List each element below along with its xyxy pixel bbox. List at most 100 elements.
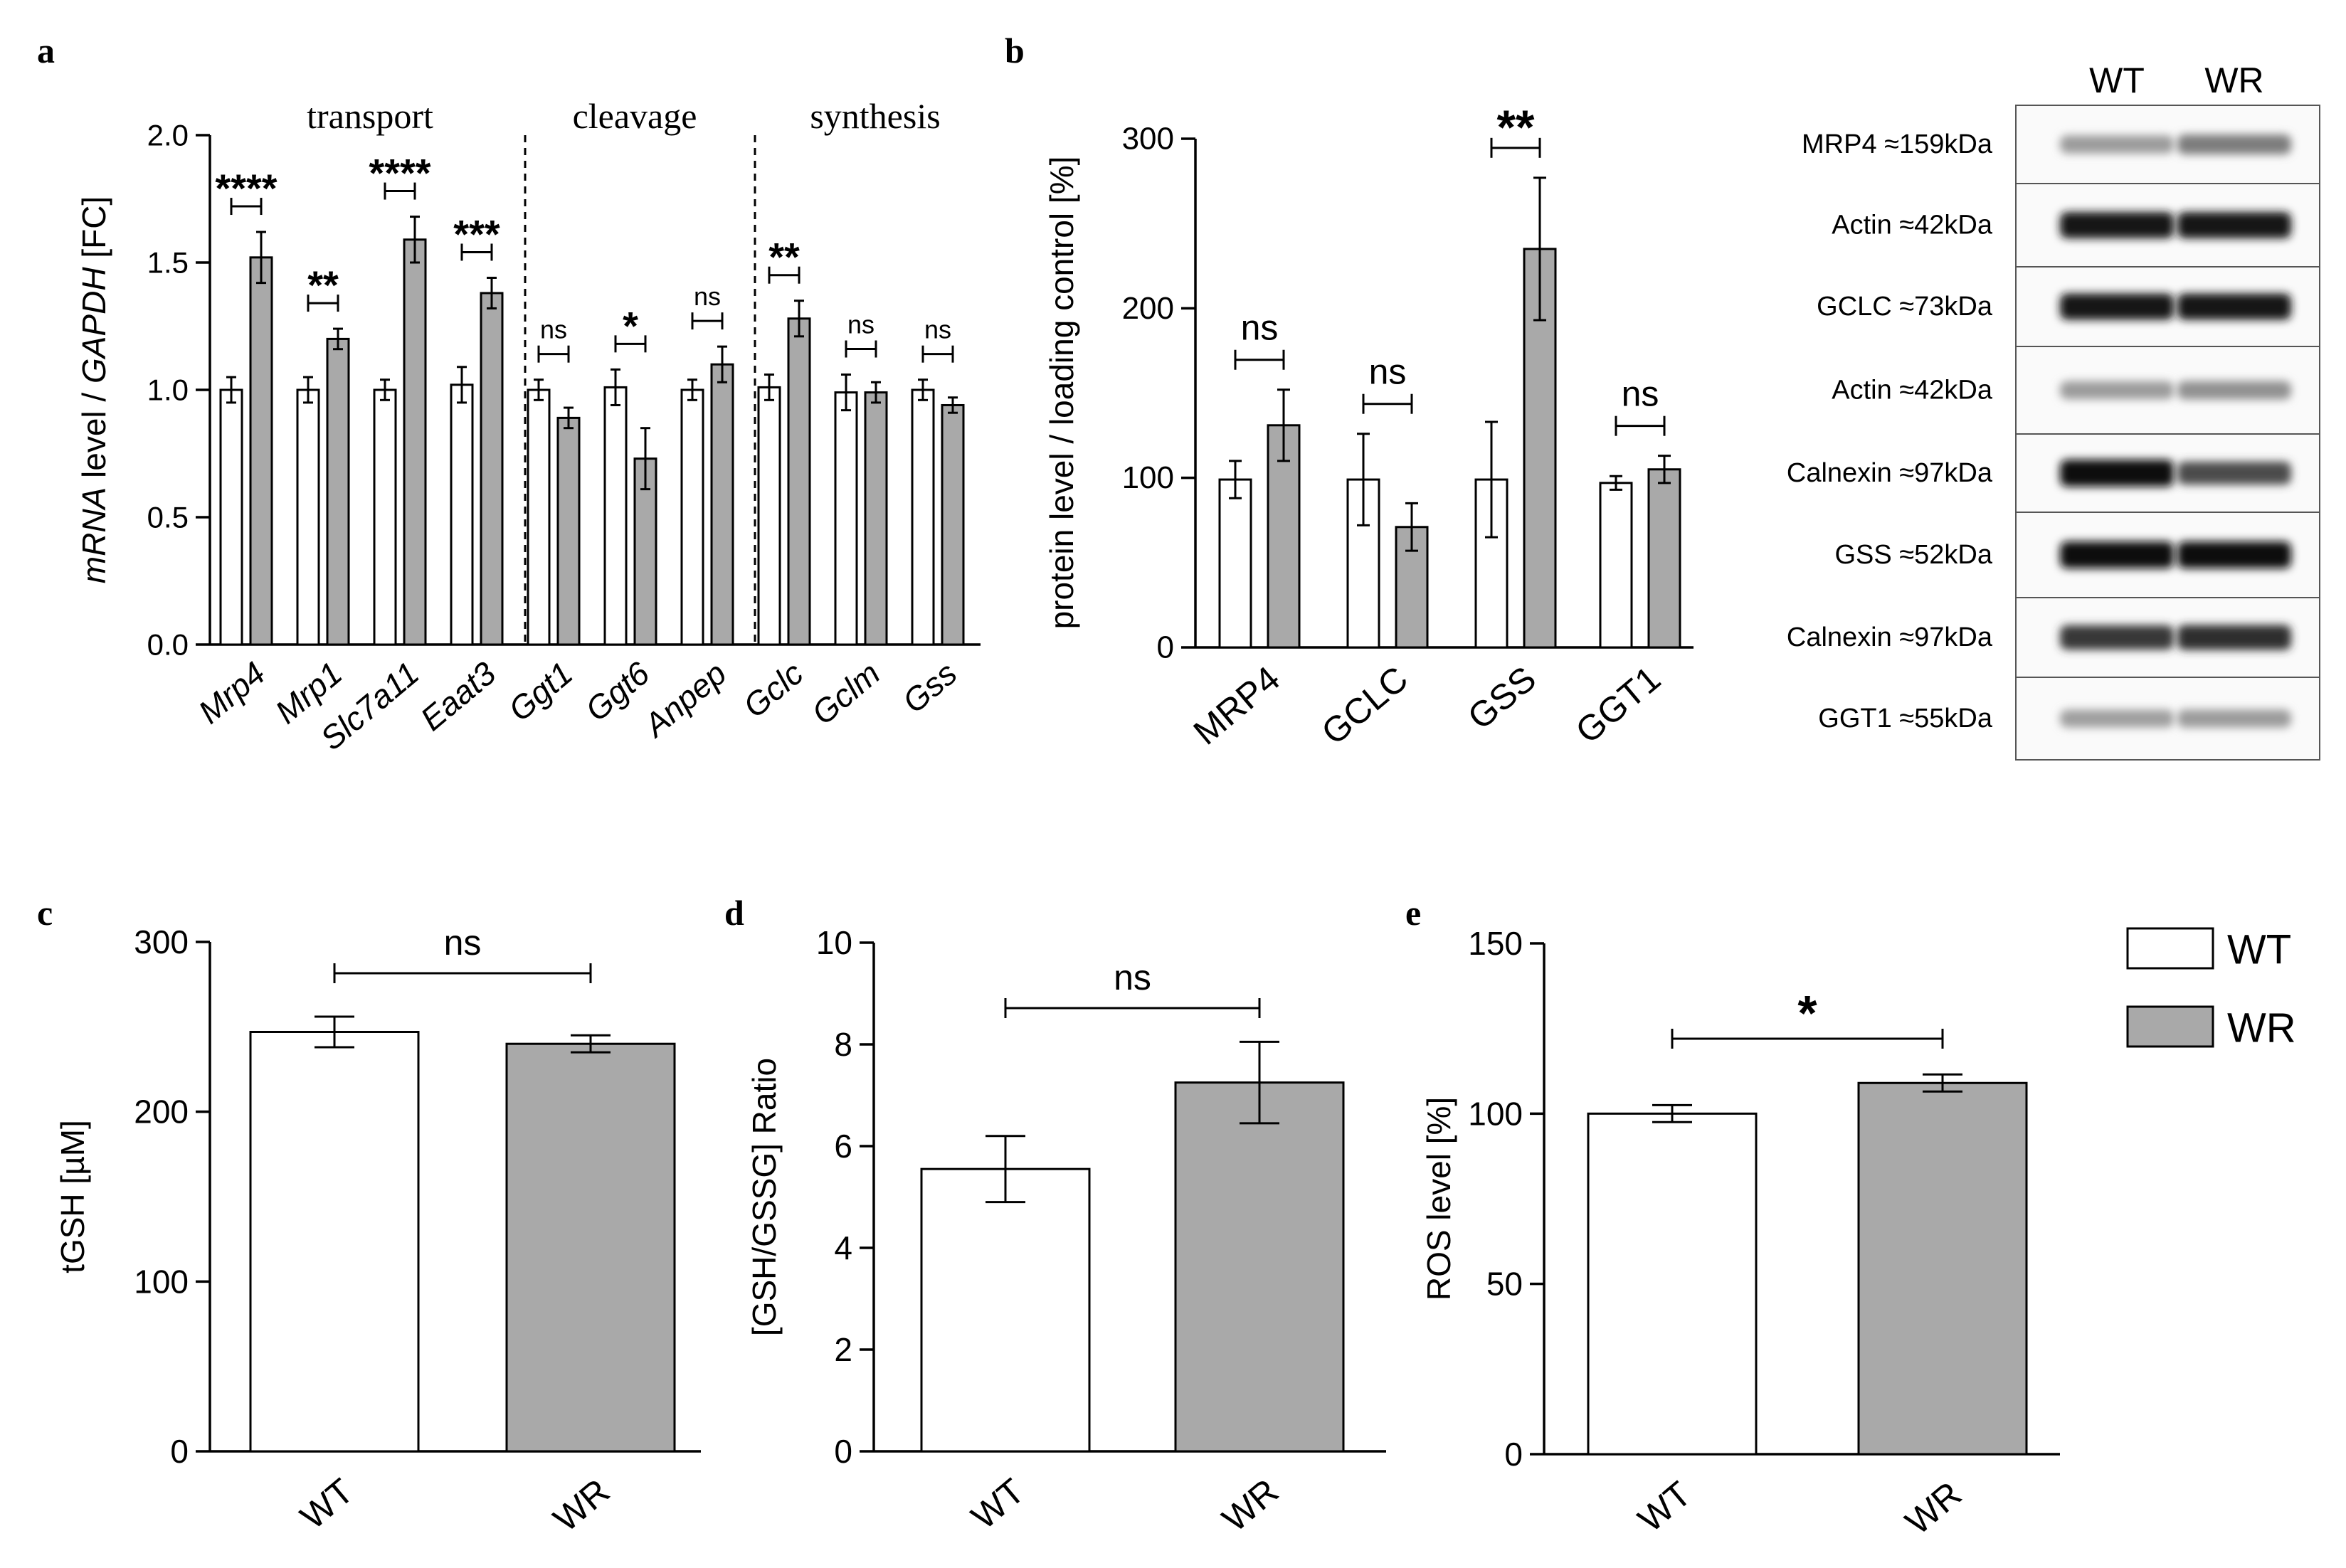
significance-label: ns	[1622, 374, 1659, 414]
panel-letter: c	[37, 893, 53, 933]
blot-row-label: GGT1 ≈55kDa	[1818, 704, 1993, 733]
bar-wt	[373, 388, 397, 646]
x-tick-label: WR	[546, 1471, 617, 1540]
bar-wr	[556, 416, 581, 646]
lane-label: WR	[2204, 60, 2263, 100]
significance-label: ns	[924, 315, 951, 344]
panel-a: a 0.0 0.5 1.0 1.5 2.0 mRNA level / GAPDH [FC] *…	[37, 31, 981, 757]
group-label: cleavage	[573, 96, 697, 136]
y-tick-label: 100	[1468, 1095, 1523, 1132]
y-axis-label: mRNA level / GAPDH [FC]	[75, 196, 112, 583]
significance-label: ***	[453, 211, 500, 256]
bar-wt	[527, 388, 551, 646]
legend-label: WT	[2227, 927, 2291, 973]
bar-wr	[787, 317, 811, 646]
x-tick-label: Ggt1	[502, 655, 580, 729]
bar-wt	[1599, 482, 1633, 649]
y-tick-label: 0.0	[147, 628, 189, 662]
bar-wr	[864, 391, 888, 646]
x-tick-label: Gclm	[805, 655, 887, 732]
x-tick-label: WT	[293, 1471, 361, 1537]
x-tick-label: Mrp4	[191, 655, 273, 731]
blot-band	[2177, 625, 2291, 650]
y-tick-label: 2	[834, 1331, 852, 1368]
x-tick-label: WR	[1898, 1474, 1969, 1542]
y-tick-label: 4	[834, 1229, 852, 1266]
blot-row-label: Calnexin ≈97kDa	[1787, 458, 1993, 488]
y-tick-label: 1.5	[147, 246, 189, 280]
blot-band	[2060, 381, 2174, 400]
significance-label: **	[307, 263, 339, 307]
bar-wt	[834, 391, 858, 646]
y-axis-label-part: GAPDH	[75, 267, 112, 383]
bar-wr	[480, 292, 504, 646]
y-tick-label: 100	[134, 1263, 189, 1300]
significance-label: ns	[694, 282, 721, 311]
x-tick-label: Anpep	[635, 655, 734, 745]
x-tick-label: WT	[1631, 1474, 1699, 1540]
y-tick-label: 0	[834, 1433, 852, 1470]
panel-letter: b	[1005, 31, 1025, 70]
panel-letter: d	[724, 893, 744, 933]
significance-label: **	[768, 235, 800, 280]
blot-band	[2177, 134, 2291, 155]
x-tick-label: WT	[964, 1471, 1032, 1537]
blot-band	[2060, 625, 2174, 650]
legend-label: WR	[2227, 1005, 2296, 1051]
blot-row-label: MRP4 ≈159kDa	[1802, 129, 1993, 159]
x-tick-label: MRP4	[1186, 659, 1287, 753]
western-blot: WT WR MRP4 ≈159kDa Actin ≈42kDa GCLC ≈73kDa A…	[1787, 60, 2320, 761]
x-tick-label: Gss	[895, 655, 963, 720]
legend-swatch	[2126, 1005, 2214, 1048]
blot-band	[2177, 461, 2291, 485]
y-tick-label: 2.0	[147, 119, 189, 152]
y-tick-label: 0	[1504, 1436, 1523, 1473]
x-tick-label: Eaat3	[413, 655, 503, 738]
legend-swatch	[2126, 927, 2214, 970]
bar-wt	[219, 388, 243, 646]
y-tick-label: 6	[834, 1128, 852, 1165]
bar-wr	[249, 256, 273, 646]
bar-wt	[1587, 1112, 1758, 1456]
bar-wr	[505, 1042, 676, 1453]
significance-label: ns	[444, 923, 482, 963]
y-tick-label: 8	[834, 1026, 852, 1063]
bar-wt	[757, 386, 781, 646]
x-tick-label: Gclc	[736, 655, 810, 725]
panel-e: e 0 50 100 150 ROS level [%] WT WR *	[1405, 893, 2060, 1542]
y-tick-label: 200	[134, 1093, 189, 1130]
blot-row-label: Actin ≈42kDa	[1832, 376, 1993, 406]
bar-wr	[1647, 468, 1681, 649]
significance-label: ns	[1241, 308, 1279, 348]
blot-band	[2177, 293, 2291, 320]
significance-label: *	[1797, 985, 1817, 1041]
significance-label: ns	[1369, 352, 1407, 392]
panel-b: b 0 100 200 300 protein level / loading contr…	[1005, 31, 1694, 753]
bar-wr	[1857, 1081, 2028, 1456]
bar-wr	[326, 337, 350, 646]
blot-band	[2177, 709, 2291, 728]
y-axis-label-part: [FC]	[75, 196, 112, 267]
y-tick-label: 1.0	[147, 374, 189, 407]
bar-wr	[1174, 1081, 1345, 1453]
bar-wt	[920, 1167, 1091, 1453]
blot-band	[2177, 381, 2291, 400]
bar-wt	[450, 383, 474, 646]
blot-band	[2060, 211, 2174, 239]
y-tick-label: 0.5	[147, 501, 189, 534]
panel-d: d 0 2 4 6 8 10 [GSH/GSSG] Ratio WT WR ns	[724, 893, 1386, 1540]
significance-label: ns	[540, 315, 567, 344]
significance-label: **	[1497, 100, 1535, 154]
blot-row-label: GSS ≈52kDa	[1834, 540, 1992, 570]
y-axis-label: tGSH [µM]	[54, 1120, 91, 1273]
blot-band	[2060, 293, 2174, 320]
y-tick-label: 50	[1486, 1266, 1523, 1303]
lane-label: WT	[2089, 60, 2145, 100]
bar-wr	[1267, 424, 1301, 649]
panel-letter: a	[37, 31, 55, 70]
y-tick-label: 150	[1468, 925, 1523, 962]
blot-band	[2060, 541, 2174, 568]
bar-wt	[911, 388, 935, 646]
blot-band	[2060, 709, 2174, 728]
